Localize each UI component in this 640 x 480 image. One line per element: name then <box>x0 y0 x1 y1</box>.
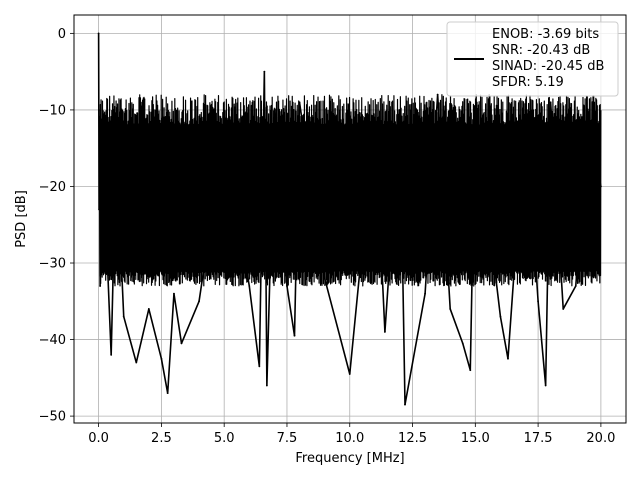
x-tick-label: 20.0 <box>586 431 615 446</box>
psd-data-point <box>574 285 577 287</box>
x-tick-label: 10.0 <box>335 431 364 446</box>
y-axis-label: PSD [dB] <box>14 190 29 248</box>
psd-data-point <box>166 392 169 395</box>
psd-data-point <box>449 308 452 310</box>
legend: ENOB: -3.69 bits SNR: -20.43 dB SINAD: -… <box>446 21 619 97</box>
psd-data-point <box>198 300 200 303</box>
psd-data-point <box>399 109 401 111</box>
psd-data-point <box>524 109 527 111</box>
psd-data-point <box>348 373 351 375</box>
psd-data-point <box>474 105 477 107</box>
psd-data-point <box>549 101 552 104</box>
psd-data-point <box>103 139 106 142</box>
legend-entry-sinad: SINAD: -20.45 dB <box>492 59 604 74</box>
psd-data-point <box>461 342 464 345</box>
x-tick-label: 17.5 <box>524 431 553 446</box>
y-tick-label: −50 <box>39 410 66 425</box>
ticks: 0.0 2.5 5.0 7.5 10.0 12.5 15.0 17.5 20.0 0 −10 −20 −… <box>39 27 616 446</box>
legend-box <box>446 21 619 97</box>
psd-data-point <box>223 131 226 134</box>
y-tick-label: −40 <box>39 333 66 348</box>
y-tick-label: 0 <box>58 27 66 42</box>
psd-data-point <box>384 331 386 333</box>
x-tick-label: 5.0 <box>214 431 235 446</box>
psd-data-point <box>173 292 175 295</box>
psd-data-point <box>469 369 472 372</box>
legend-entry-enob: ENOB: -3.69 bits <box>492 27 599 42</box>
x-axis-label: Frequency [MHz] <box>295 451 404 466</box>
psd-data-point <box>373 116 376 119</box>
x-tick-label: 7.5 <box>277 431 298 446</box>
psd-data-point <box>404 403 406 406</box>
psd-data-point <box>248 285 251 287</box>
psd-data-point <box>99 285 102 287</box>
series-layer <box>97 32 602 406</box>
x-tick-label: 2.5 <box>151 431 172 446</box>
legend-entry-sfdr: SFDR: 5.19 <box>492 75 564 90</box>
legend-entry-snr: SNR: -20.43 dB <box>492 43 590 58</box>
psd-data-point <box>544 384 547 387</box>
psd-data-point <box>101 124 104 127</box>
psd-data-point <box>587 116 590 119</box>
psd-data-point <box>265 384 268 387</box>
psd-data-point <box>436 93 439 96</box>
psd-data-point <box>105 231 108 234</box>
psd-data-point <box>507 357 509 360</box>
psd-data-point <box>298 101 301 104</box>
psd-data-point <box>100 246 103 249</box>
psd-data-point <box>97 32 100 35</box>
x-tick-label: 12.5 <box>398 431 427 446</box>
y-tick-label: −10 <box>39 103 66 118</box>
x-tick-label: 0.0 <box>88 431 109 446</box>
psd-data-point <box>286 285 288 287</box>
psd-data-point <box>98 208 101 211</box>
plot-area <box>97 32 602 406</box>
psd-data-point <box>293 334 296 337</box>
psd-data-point <box>258 365 261 368</box>
psd-data-point <box>273 109 276 111</box>
psd-data-point <box>99 109 102 111</box>
psd-data-point <box>180 342 183 345</box>
psd-data-point <box>263 70 266 73</box>
psd-data-point <box>537 300 539 303</box>
psd-data-point <box>599 185 602 188</box>
x-tick-label: 15.0 <box>461 431 490 446</box>
psd-data-point <box>122 315 125 318</box>
psd-data-point <box>160 357 163 360</box>
psd-data-point <box>499 315 502 318</box>
psd-data-point <box>98 147 101 150</box>
psd-data-point <box>147 308 150 310</box>
psd-data-point <box>424 292 426 295</box>
psd-data-point <box>110 353 113 356</box>
psd-data-point <box>115 147 118 150</box>
psd-data-point <box>562 308 565 310</box>
psd-data-point <box>323 277 326 280</box>
y-tick-label: −30 <box>39 257 66 272</box>
psd-data-point <box>135 361 138 364</box>
y-tick-label: −20 <box>39 180 66 195</box>
psd-data-point <box>102 269 105 272</box>
